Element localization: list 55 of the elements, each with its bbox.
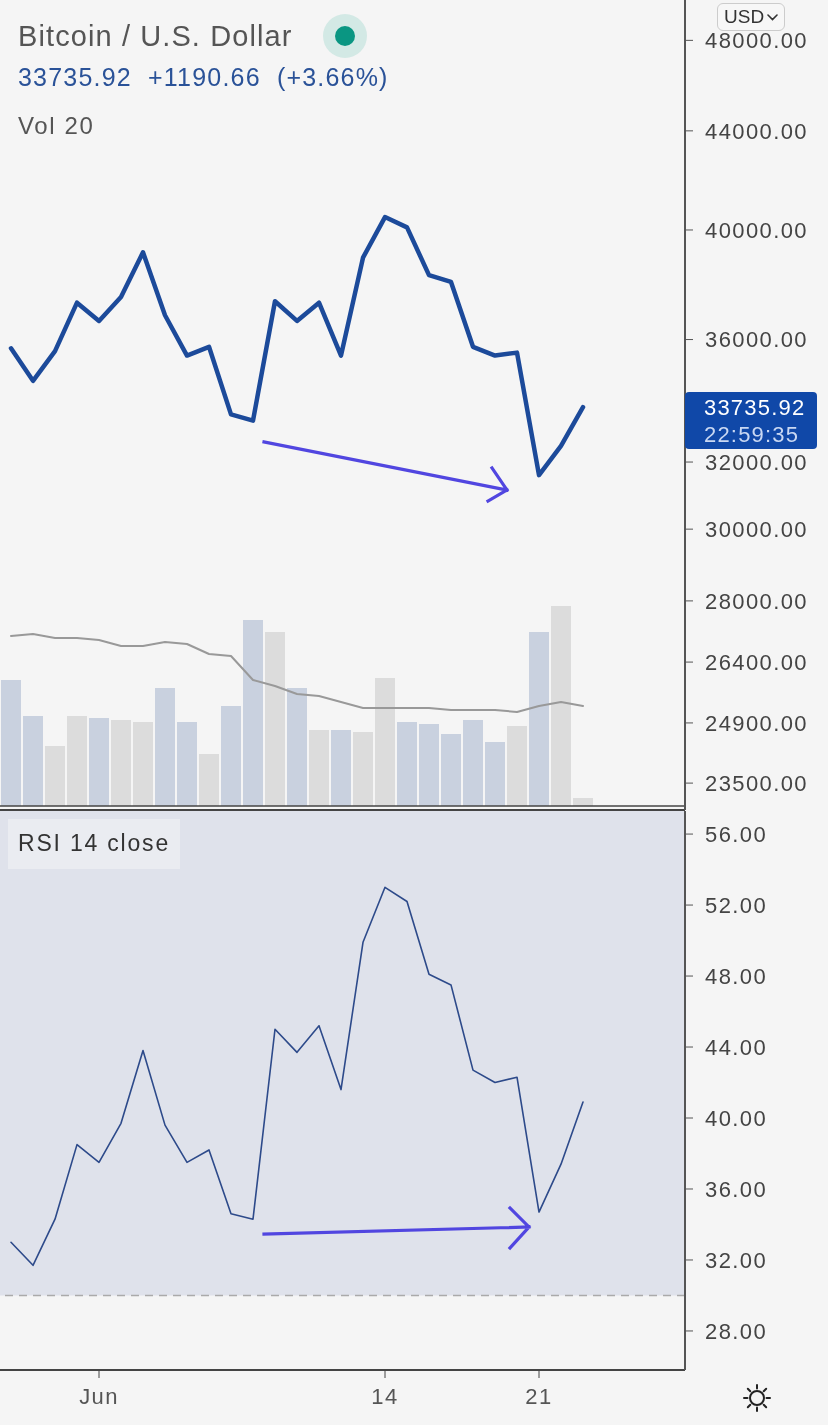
y-tick-label: 26400.00 <box>705 649 808 675</box>
line-series <box>8 214 586 478</box>
bar <box>133 722 153 806</box>
y-tick-label: 40.00 <box>705 1105 768 1131</box>
x-tick-label: 14 <box>371 1383 399 1409</box>
text: 33735.92 +1190.66 (+3.66%) <box>18 62 389 92</box>
currency-dropdown: USD <box>717 3 786 31</box>
bar <box>353 732 373 806</box>
bar <box>419 724 439 806</box>
bar <box>221 706 241 806</box>
y-tick-label: 36000.00 <box>705 327 808 353</box>
bar <box>199 754 219 806</box>
text: Bitcoin / U.S. Dollar <box>18 18 293 54</box>
bar <box>331 730 351 806</box>
bar <box>485 742 505 806</box>
y-tick-label: 32.00 <box>705 1247 768 1273</box>
x-tick-label: Jun <box>79 1383 119 1409</box>
y-tick-label: 52.00 <box>705 892 768 918</box>
bar <box>287 688 307 806</box>
bar <box>23 716 43 806</box>
y-tick-label: 48.00 <box>705 963 768 989</box>
price-tag: 33735.92 22:59:35 <box>685 392 817 450</box>
y-tick-label: 30000.00 <box>705 516 808 542</box>
y-tick-label: 28.00 <box>705 1318 768 1344</box>
bar <box>89 718 109 806</box>
bar <box>177 722 197 806</box>
y-tick-label: 28000.00 <box>705 588 808 614</box>
bar <box>45 746 65 806</box>
bar <box>67 716 87 806</box>
y-tick-label: 23500.00 <box>705 770 808 796</box>
chart-title: Vol 20 <box>18 112 95 141</box>
y-tick-label: 44000.00 <box>705 118 808 144</box>
bar <box>397 722 417 806</box>
y-tick-label: 56.00 <box>705 821 768 847</box>
bar <box>265 632 285 806</box>
bar <box>507 726 527 806</box>
bar <box>463 720 483 806</box>
y-tick-label: 32000.00 <box>705 449 808 475</box>
x-tick-label: 21 <box>525 1383 553 1409</box>
bar <box>551 606 571 806</box>
bar <box>441 734 461 806</box>
y-tick-label: 24900.00 <box>705 710 808 736</box>
text: RSI 14 close <box>8 819 180 869</box>
bar <box>1 680 21 806</box>
y-tick-label: 36.00 <box>705 1176 768 1202</box>
bar <box>111 720 131 806</box>
bar <box>243 620 263 806</box>
line-series <box>10 886 584 1267</box>
y-tick-label: 44.00 <box>705 1034 768 1060</box>
y-tick-label: 48000.00 <box>705 28 808 54</box>
bar <box>529 632 549 806</box>
bar <box>375 678 395 806</box>
bar <box>309 730 329 806</box>
bar <box>155 688 175 806</box>
y-tick-label: 40000.00 <box>705 217 808 243</box>
